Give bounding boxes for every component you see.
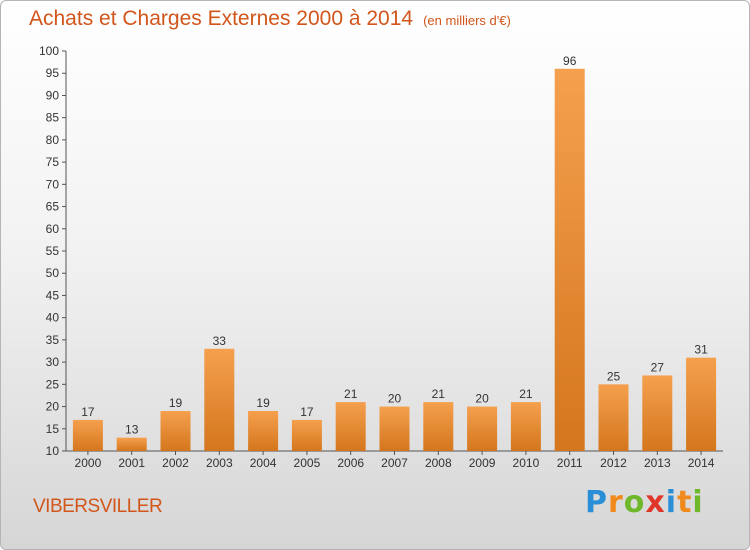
x-tick-label-2014: 2014 — [688, 456, 715, 470]
y-tick-label: 40 — [46, 311, 60, 325]
x-tick-label-2007: 2007 — [381, 456, 408, 470]
x-tick-label-2008: 2008 — [425, 456, 452, 470]
logo-letter: x — [645, 485, 666, 520]
data-label-2002: 19 — [169, 396, 183, 410]
x-tick-label-2002: 2002 — [162, 456, 189, 470]
y-tick-label: 80 — [46, 133, 60, 147]
x-tick-label-2003: 2003 — [206, 456, 233, 470]
bar-2012 — [598, 384, 629, 451]
bar-2008 — [423, 402, 454, 451]
x-tick-label-2006: 2006 — [337, 456, 364, 470]
logo-letter: r — [608, 485, 624, 520]
bar-2010 — [510, 402, 541, 451]
bar-2007 — [379, 406, 410, 451]
data-label-2004: 19 — [256, 396, 270, 410]
x-tick-label-2001: 2001 — [118, 456, 145, 470]
y-tick-label: 85 — [46, 111, 60, 125]
bar-2001 — [116, 437, 147, 451]
proxiti-logo[interactable]: Proxiti — [585, 485, 704, 520]
y-tick-label: 25 — [46, 377, 60, 391]
x-tick-label-2004: 2004 — [250, 456, 277, 470]
y-tick-label: 30 — [46, 355, 60, 369]
data-label-2001: 13 — [125, 423, 139, 437]
data-label-2008: 21 — [432, 387, 446, 401]
y-tick-label: 55 — [46, 244, 60, 258]
y-tick-label: 100 — [39, 44, 59, 58]
data-label-2013: 27 — [651, 360, 665, 374]
x-tick-label-2000: 2000 — [75, 456, 102, 470]
bar-2014 — [686, 357, 717, 451]
bar-2009 — [467, 406, 498, 451]
x-tick-label-2009: 2009 — [469, 456, 496, 470]
bar-2002 — [160, 411, 191, 451]
title-text: Achats et Charges Externes 2000 à 2014 — [29, 7, 414, 30]
data-label-2014: 31 — [694, 343, 708, 357]
logo-letter: i — [692, 485, 704, 520]
y-tick-label: 60 — [46, 222, 60, 236]
y-tick-label: 35 — [46, 333, 60, 347]
y-tick-label: 10 — [46, 444, 60, 458]
data-label-2011: 96 — [563, 54, 577, 68]
bar-2013 — [642, 375, 673, 451]
chart-subtitle: (en milliers d'€) — [423, 13, 511, 28]
y-tick-label: 90 — [46, 88, 60, 102]
y-tick-label: 20 — [46, 400, 60, 414]
data-label-2000: 17 — [81, 405, 95, 419]
y-tick-label: 50 — [46, 266, 60, 280]
logo-letter: t — [677, 485, 693, 520]
data-label-2010: 21 — [519, 387, 533, 401]
bar-2005 — [291, 419, 322, 451]
bar-2000 — [72, 419, 103, 451]
data-label-2006: 21 — [344, 387, 358, 401]
logo-letter: P — [585, 485, 608, 520]
x-tick-label-2005: 2005 — [294, 456, 321, 470]
chart-title: Achats et Charges Externes 2000 à 2014 (e… — [29, 7, 511, 31]
y-tick-label: 75 — [46, 155, 60, 169]
y-tick-label: 45 — [46, 288, 60, 302]
y-tick-label: 70 — [46, 177, 60, 191]
logo-letter: o — [623, 485, 646, 520]
bar-2004 — [248, 411, 279, 451]
y-tick-label: 95 — [46, 66, 60, 80]
x-tick-label-2012: 2012 — [600, 456, 627, 470]
bar-2006 — [335, 402, 366, 451]
y-tick-label: 65 — [46, 200, 60, 214]
data-label-2005: 17 — [300, 405, 314, 419]
data-label-2009: 20 — [475, 392, 489, 406]
x-tick-label-2011: 2011 — [557, 456, 583, 470]
commune-name: VIBERSVILLER — [33, 496, 163, 517]
bar-2003 — [204, 348, 235, 451]
y-tick-label: 15 — [46, 422, 60, 436]
logo-letter: i — [665, 485, 678, 520]
data-label-2003: 33 — [213, 334, 227, 348]
bar-2011 — [554, 68, 585, 452]
x-tick-label-2013: 2013 — [644, 456, 671, 470]
x-tick-label-2010: 2010 — [513, 456, 540, 470]
data-label-2007: 20 — [388, 392, 402, 406]
data-label-2012: 25 — [607, 369, 621, 383]
